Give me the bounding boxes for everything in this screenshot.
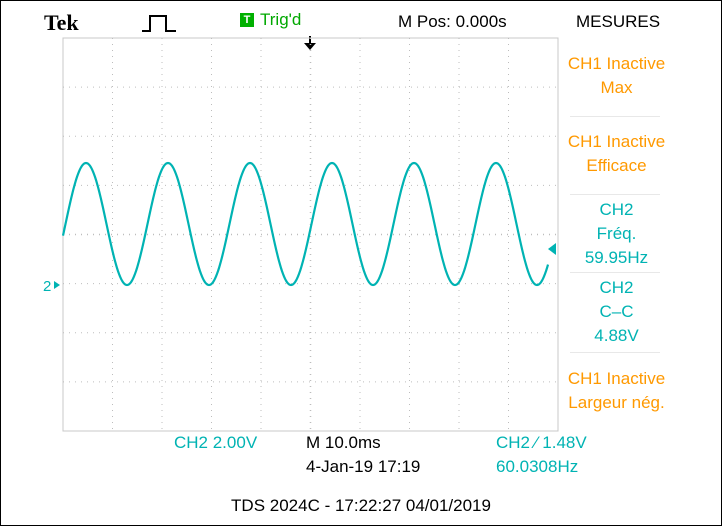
measurement-separator [570, 116, 660, 117]
measurement-line: 4.88V [594, 326, 639, 345]
ch2-ground-marker: 2 [43, 278, 60, 295]
pulse-icon [142, 15, 176, 32]
measurement-line: CH2 [599, 278, 634, 297]
measurement-separator [570, 194, 660, 195]
trigger-status-label: Trig'd [260, 10, 302, 29]
measurement-slot-4[interactable]: CH2 C–C 4.88V [558, 276, 675, 348]
measurement-line: CH2 [599, 200, 634, 219]
trigger-badge: T [240, 13, 254, 27]
measurement-line: Efficace [586, 156, 647, 175]
measurement-line: CH1 Inactive [567, 132, 666, 151]
measurement-line: Max [600, 78, 633, 97]
measurement-slot-5[interactable]: CH1 Inactive Largeur nég. [558, 367, 675, 415]
trigger-status: T Trig'd [240, 10, 301, 30]
measurement-slot-1[interactable]: CH1 Inactive Max [558, 52, 675, 100]
ch2-scale-readout: CH2 2.00V [174, 433, 258, 452]
measurement-slot-2[interactable]: CH1 Inactive Efficace [558, 130, 675, 178]
ch2-marker-label: 2 [43, 278, 51, 295]
date-time-readout: 4-Jan-19 17:19 [306, 457, 421, 476]
measurement-line: Largeur nég. [568, 393, 665, 412]
measurement-line: CH1 Inactive [567, 369, 666, 388]
trigger-frequency-readout: 60.0308Hz [496, 457, 579, 476]
measurement-slot-3[interactable]: CH2 Fréq. 59.95Hz [558, 198, 675, 270]
main-position-readout: M Pos: 0.000s [398, 12, 507, 31]
measurement-line: Fréq. [596, 224, 637, 243]
measurement-line: C–C [599, 302, 634, 321]
footer-caption: TDS 2024C - 17:22:27 04/01/2019 [231, 496, 491, 515]
trigger-level-marker-icon [548, 243, 556, 255]
measurement-line: CH1 Inactive [567, 54, 666, 73]
measurement-separator [570, 352, 660, 353]
timebase-readout: M 10.0ms [306, 433, 381, 452]
measurement-separator [570, 272, 660, 273]
grid-lines [63, 38, 558, 431]
menu-title: MESURES [576, 12, 661, 31]
ch2-waveform-trace [61, 161, 550, 287]
measurement-line: 59.95Hz [584, 248, 649, 267]
trigger-setting-readout: CH2 ⁄ 1.48V [496, 433, 587, 452]
brand-logo: Tek [44, 10, 79, 35]
